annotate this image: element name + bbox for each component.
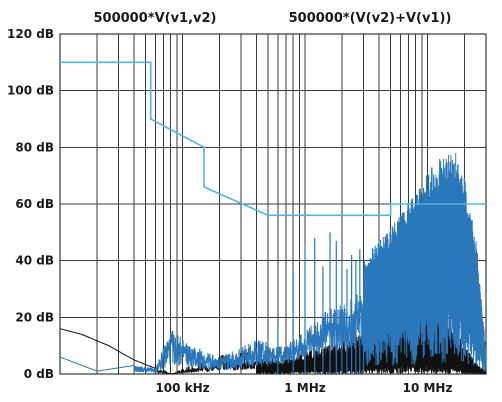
- legend-entry-differential: 500000*V(v1,v2): [94, 11, 217, 26]
- y-tick-label: 80 dB: [15, 140, 54, 154]
- y-tick-label: 120 dB: [7, 27, 54, 41]
- y-tick-label: 20 dB: [15, 310, 54, 324]
- series-layer: [59, 61, 487, 375]
- y-tick-label: 60 dB: [15, 197, 54, 211]
- series-common-mode: [59, 153, 487, 375]
- y-tick-label: 40 dB: [15, 254, 54, 268]
- y-tick-label: 0 dB: [24, 367, 54, 381]
- legend-entry-common: 500000*(V(v2)+V(v1)): [289, 11, 452, 26]
- y-tick-label: 100 dB: [7, 84, 54, 98]
- x-tick-label: 100 kHz: [155, 381, 209, 395]
- x-tick-label: 1 MHz: [284, 381, 326, 395]
- legend: 500000*V(v1,v2) 500000*(V(v2)+V(v1)): [94, 11, 452, 26]
- series-limit-line: [60, 61, 486, 217]
- x-tick-label: 10 MHz: [403, 381, 453, 395]
- y-axis-ticks: 0 dB 20 dB 40 dB 60 dB 80 dB 100 dB 120 dB: [7, 27, 54, 381]
- x-axis-ticks: 100 kHz 1 MHz 10 MHz: [155, 381, 452, 395]
